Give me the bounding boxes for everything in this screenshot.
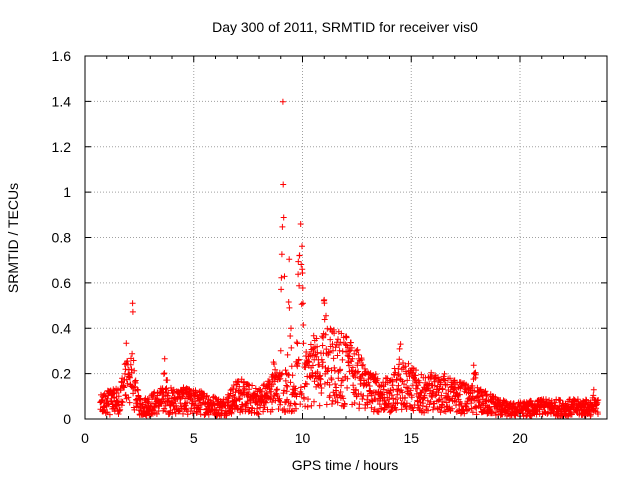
- x-tick-label: 5: [190, 430, 198, 446]
- y-tick-label: 0: [63, 411, 71, 427]
- x-tick-label: 20: [512, 430, 528, 446]
- chart-title: Day 300 of 2011, SRMTID for receiver vis…: [212, 19, 478, 35]
- x-tick-label: 15: [403, 430, 419, 446]
- y-tick-label: 1: [63, 184, 71, 200]
- data-series-srmtid: [97, 98, 602, 420]
- grid: [85, 56, 607, 419]
- axis-ticks: 0 5 10 15 20 0 0.2 0.4 0.6 0.8 1 1.2 1.4 1.6: [52, 48, 607, 446]
- x-tick-label: 10: [295, 430, 311, 446]
- y-axis-label: SRMTID / TECUs: [5, 183, 21, 293]
- y-tick-label: 0.6: [52, 275, 72, 291]
- scatter-points: [97, 98, 602, 420]
- y-tick-label: 1.4: [52, 93, 72, 109]
- y-tick-label: 0.4: [52, 320, 72, 336]
- x-tick-label: 0: [81, 430, 89, 446]
- y-tick-label: 0.2: [52, 366, 72, 382]
- x-axis-label: GPS time / hours: [292, 457, 399, 473]
- y-tick-label: 1.6: [52, 48, 72, 64]
- y-tick-label: 1.2: [52, 139, 72, 155]
- y-tick-label: 0.8: [52, 230, 72, 246]
